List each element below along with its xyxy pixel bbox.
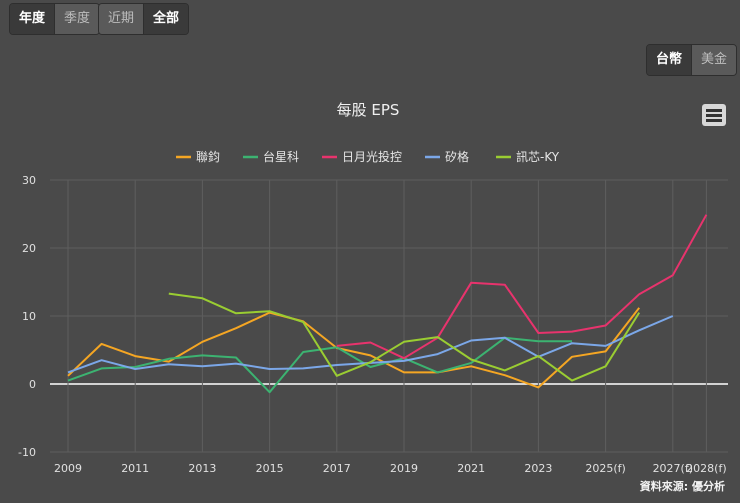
chart-title: 每股 EPS	[337, 101, 400, 119]
x-tick-label: 2019	[390, 462, 418, 475]
tab-quarterly[interactable]: 季度	[55, 4, 100, 34]
series-line-4[interactable]	[168, 292, 641, 382]
y-tick-label: -10	[18, 446, 36, 459]
tab-all[interactable]: 全部	[144, 4, 189, 34]
x-tick-label: 2025(f)	[585, 462, 625, 475]
y-tick-label: 30	[22, 174, 36, 187]
series-line-3[interactable]	[67, 315, 674, 374]
series-line-2[interactable]	[336, 214, 708, 360]
legend-item[interactable]: 聯鈞	[196, 149, 220, 164]
period-toggle-group: 年度 季度	[9, 3, 101, 35]
x-axis: 2009 2011 2013 2015 2017 2019 2021 2023 2025(f) 2…	[54, 462, 727, 475]
series-lines	[67, 214, 708, 394]
tab-annual[interactable]: 年度	[10, 4, 56, 34]
currency-toggle-group: 台幣 美金	[646, 44, 738, 76]
x-tick-label: 2023	[524, 462, 552, 475]
x-tick-label: 2009	[54, 462, 82, 475]
range-toggle-group: 近期 全部	[98, 3, 190, 35]
y-axis: -10 0 10 20 30	[18, 174, 36, 459]
chart-credit: 資料來源: 優分析	[640, 479, 725, 493]
x-tick-label: 2017	[323, 462, 351, 475]
hamburger-menu-icon[interactable]	[702, 104, 726, 126]
x-tick-label: 2028(f)	[686, 462, 726, 475]
legend-item[interactable]: 矽格	[445, 149, 469, 164]
y-tick-label: 0	[29, 378, 36, 391]
x-tick-label: 2015	[256, 462, 284, 475]
x-tick-label: 2021	[457, 462, 485, 475]
tab-currency-twd[interactable]: 台幣	[647, 45, 693, 75]
series-line-0[interactable]	[67, 307, 640, 389]
x-tick-label: 2011	[121, 462, 149, 475]
chart-legend: 聯鈞 台星科 日月光投控 矽格 訊芯-KY	[176, 149, 560, 164]
legend-item[interactable]: 台星科	[263, 149, 299, 164]
tab-recent[interactable]: 近期	[99, 4, 145, 34]
y-tick-label: 20	[22, 242, 36, 255]
chart-grid	[50, 179, 728, 453]
legend-item[interactable]: 日月光投控	[342, 149, 402, 164]
x-tick-label: 2027(f)	[653, 462, 693, 475]
legend-item[interactable]: 訊芯-KY	[516, 149, 560, 164]
x-tick-label: 2013	[188, 462, 216, 475]
tab-currency-usd[interactable]: 美金	[692, 45, 737, 75]
y-tick-label: 10	[22, 310, 36, 323]
